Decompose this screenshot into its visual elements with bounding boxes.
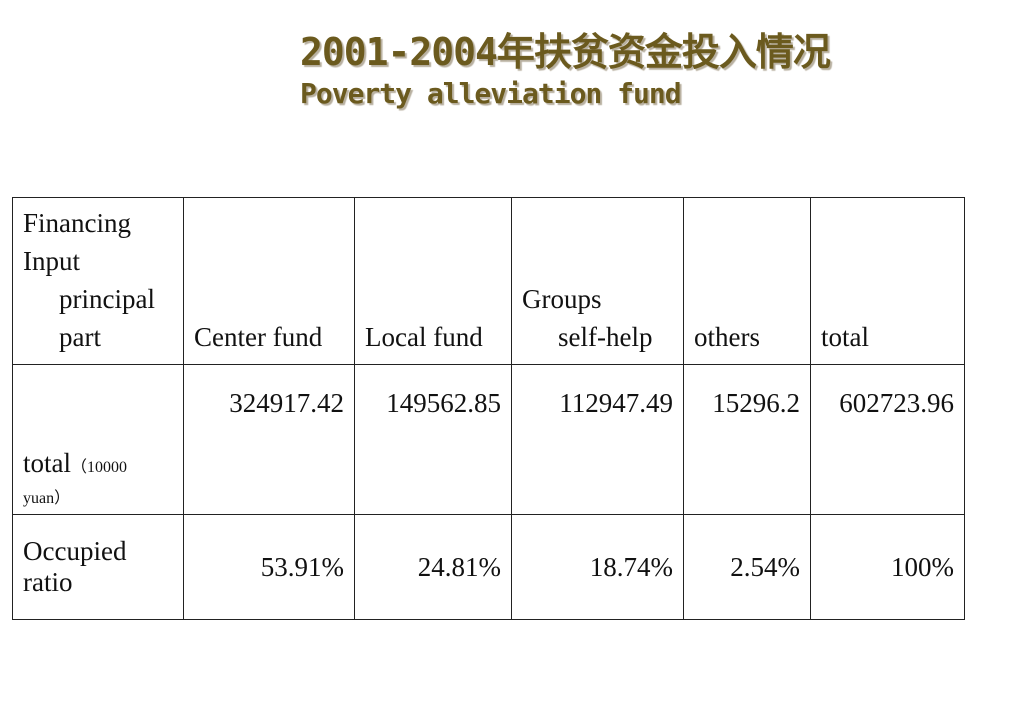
- poverty-fund-table: Financing Input principal part Center fu…: [12, 197, 965, 620]
- unit-label: （10000: [71, 459, 128, 476]
- header-local-fund: Local fund: [354, 197, 512, 365]
- row-label-text: total: [23, 448, 71, 478]
- header-text: principal: [59, 284, 155, 314]
- title-chinese: 2001-2004年扶贫资金投入情况: [300, 30, 831, 74]
- cell-value: 602723.96: [839, 388, 954, 418]
- table-row: Occupied ratio 53.91% 24.81% 18.74% 2.54…: [12, 514, 965, 620]
- title-english: Poverty alleviation fund: [300, 77, 682, 110]
- cell-groups-ratio: 18.74%: [511, 514, 684, 620]
- cell-center-fund-ratio: 53.91%: [183, 514, 355, 620]
- cell-value: 324917.42: [229, 388, 344, 418]
- cell-value: 112947.49: [559, 388, 673, 418]
- header-text: Input: [23, 246, 80, 276]
- header-groups-self-help: Groups self-help: [511, 197, 684, 365]
- page-title: 2001-2004年扶贫资金投入情况 Poverty alleviation f…: [300, 28, 831, 112]
- cell-value: 15296.2: [712, 388, 800, 418]
- cell-others-ratio: 2.54%: [683, 514, 811, 620]
- cell-total-ratio: 100%: [810, 514, 965, 620]
- cell-others-total: 15296.2: [683, 364, 811, 515]
- row-label-text: Occupied: [23, 536, 127, 566]
- row-label-occupied-ratio: Occupied ratio: [12, 514, 184, 620]
- cell-total-total: 602723.96: [810, 364, 965, 515]
- table-row: total（10000 yuan） 324917.42 149562.85 11…: [12, 364, 965, 515]
- cell-center-fund-total: 324917.42: [183, 364, 355, 515]
- row-label-text: ratio: [23, 567, 73, 597]
- header-total: total: [810, 197, 965, 365]
- row-label-total: total（10000 yuan）: [12, 364, 184, 515]
- table-header-row: Financing Input principal part Center fu…: [12, 197, 965, 365]
- header-center-fund: Center fund: [183, 197, 355, 365]
- cell-local-fund-ratio: 24.81%: [354, 514, 512, 620]
- unit-label: yuan）: [23, 490, 71, 507]
- header-text: Financing: [23, 208, 131, 238]
- header-text: Groups: [522, 284, 602, 314]
- cell-groups-total: 112947.49: [511, 364, 684, 515]
- header-text: part: [59, 322, 101, 352]
- cell-local-fund-total: 149562.85: [354, 364, 512, 515]
- header-financing-input: Financing Input principal part: [12, 197, 184, 365]
- cell-value: 149562.85: [386, 388, 501, 418]
- header-others: others: [683, 197, 811, 365]
- header-text: self-help: [558, 322, 653, 352]
